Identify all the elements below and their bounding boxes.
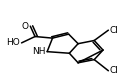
Text: O: O <box>22 22 29 31</box>
Text: Cl: Cl <box>110 66 119 75</box>
Text: HO: HO <box>7 38 20 47</box>
Text: NH: NH <box>32 47 46 56</box>
Text: Cl: Cl <box>110 26 119 35</box>
